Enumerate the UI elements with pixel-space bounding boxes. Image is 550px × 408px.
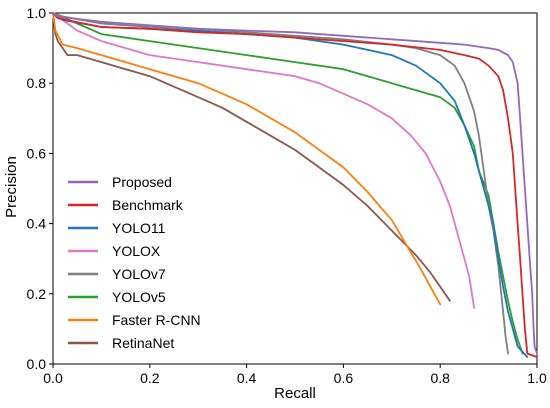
y-tick-label: 0.8 (27, 75, 47, 91)
series-line-benchmark (52, 12, 538, 358)
legend-label-yolox: YOLOX (112, 243, 161, 259)
series-line-yolov5 (52, 12, 524, 355)
legend-label-benchmark: Benchmark (112, 197, 184, 213)
legend-label-yolo11: YOLO11 (112, 220, 166, 236)
y-tick-label: 0.6 (27, 145, 47, 161)
series-lines (52, 12, 538, 358)
x-tick-label: 1.0 (527, 370, 547, 386)
y-tick-label: 0.4 (27, 216, 47, 232)
legend-label-retinanet: RetinaNet (112, 335, 174, 351)
y-tick-label: 0.0 (27, 356, 47, 372)
x-tick-label: 0.6 (334, 370, 354, 386)
legend-label-faster-r-cnn: Faster R-CNN (112, 312, 201, 328)
x-tick-label: 0.8 (430, 370, 450, 386)
plot-frame (52, 12, 538, 365)
x-tick-label: 0.0 (43, 370, 63, 386)
x-tick-label: 0.2 (140, 370, 160, 386)
series-line-yolo11 (52, 12, 529, 358)
series-line-retinanet (52, 12, 451, 302)
y-axis-title: Precision (3, 156, 20, 218)
series-line-faster-r-cnn (52, 12, 442, 306)
y-tick-label: 1.0 (27, 5, 47, 21)
legend-label-yolov5: YOLOv5 (112, 289, 166, 305)
legend-label-proposed: Proposed (112, 174, 172, 190)
series-line-yolox (52, 12, 476, 309)
x-axis-title: Recall (274, 385, 316, 402)
axes: 0.0 0.2 0.4 0.6 0.8 1.0 0.0 0.2 0.4 0.6 0.8 1.0 (27, 5, 547, 386)
legend: Proposed Benchmark YOLO11 YOLOX YOLOv7 YOLOv5… (68, 174, 201, 351)
y-tick-label: 0.2 (27, 286, 47, 302)
legend-label-yolov7: YOLOv7 (112, 266, 166, 282)
series-line-proposed (52, 12, 538, 355)
x-tick-label: 0.4 (237, 370, 257, 386)
